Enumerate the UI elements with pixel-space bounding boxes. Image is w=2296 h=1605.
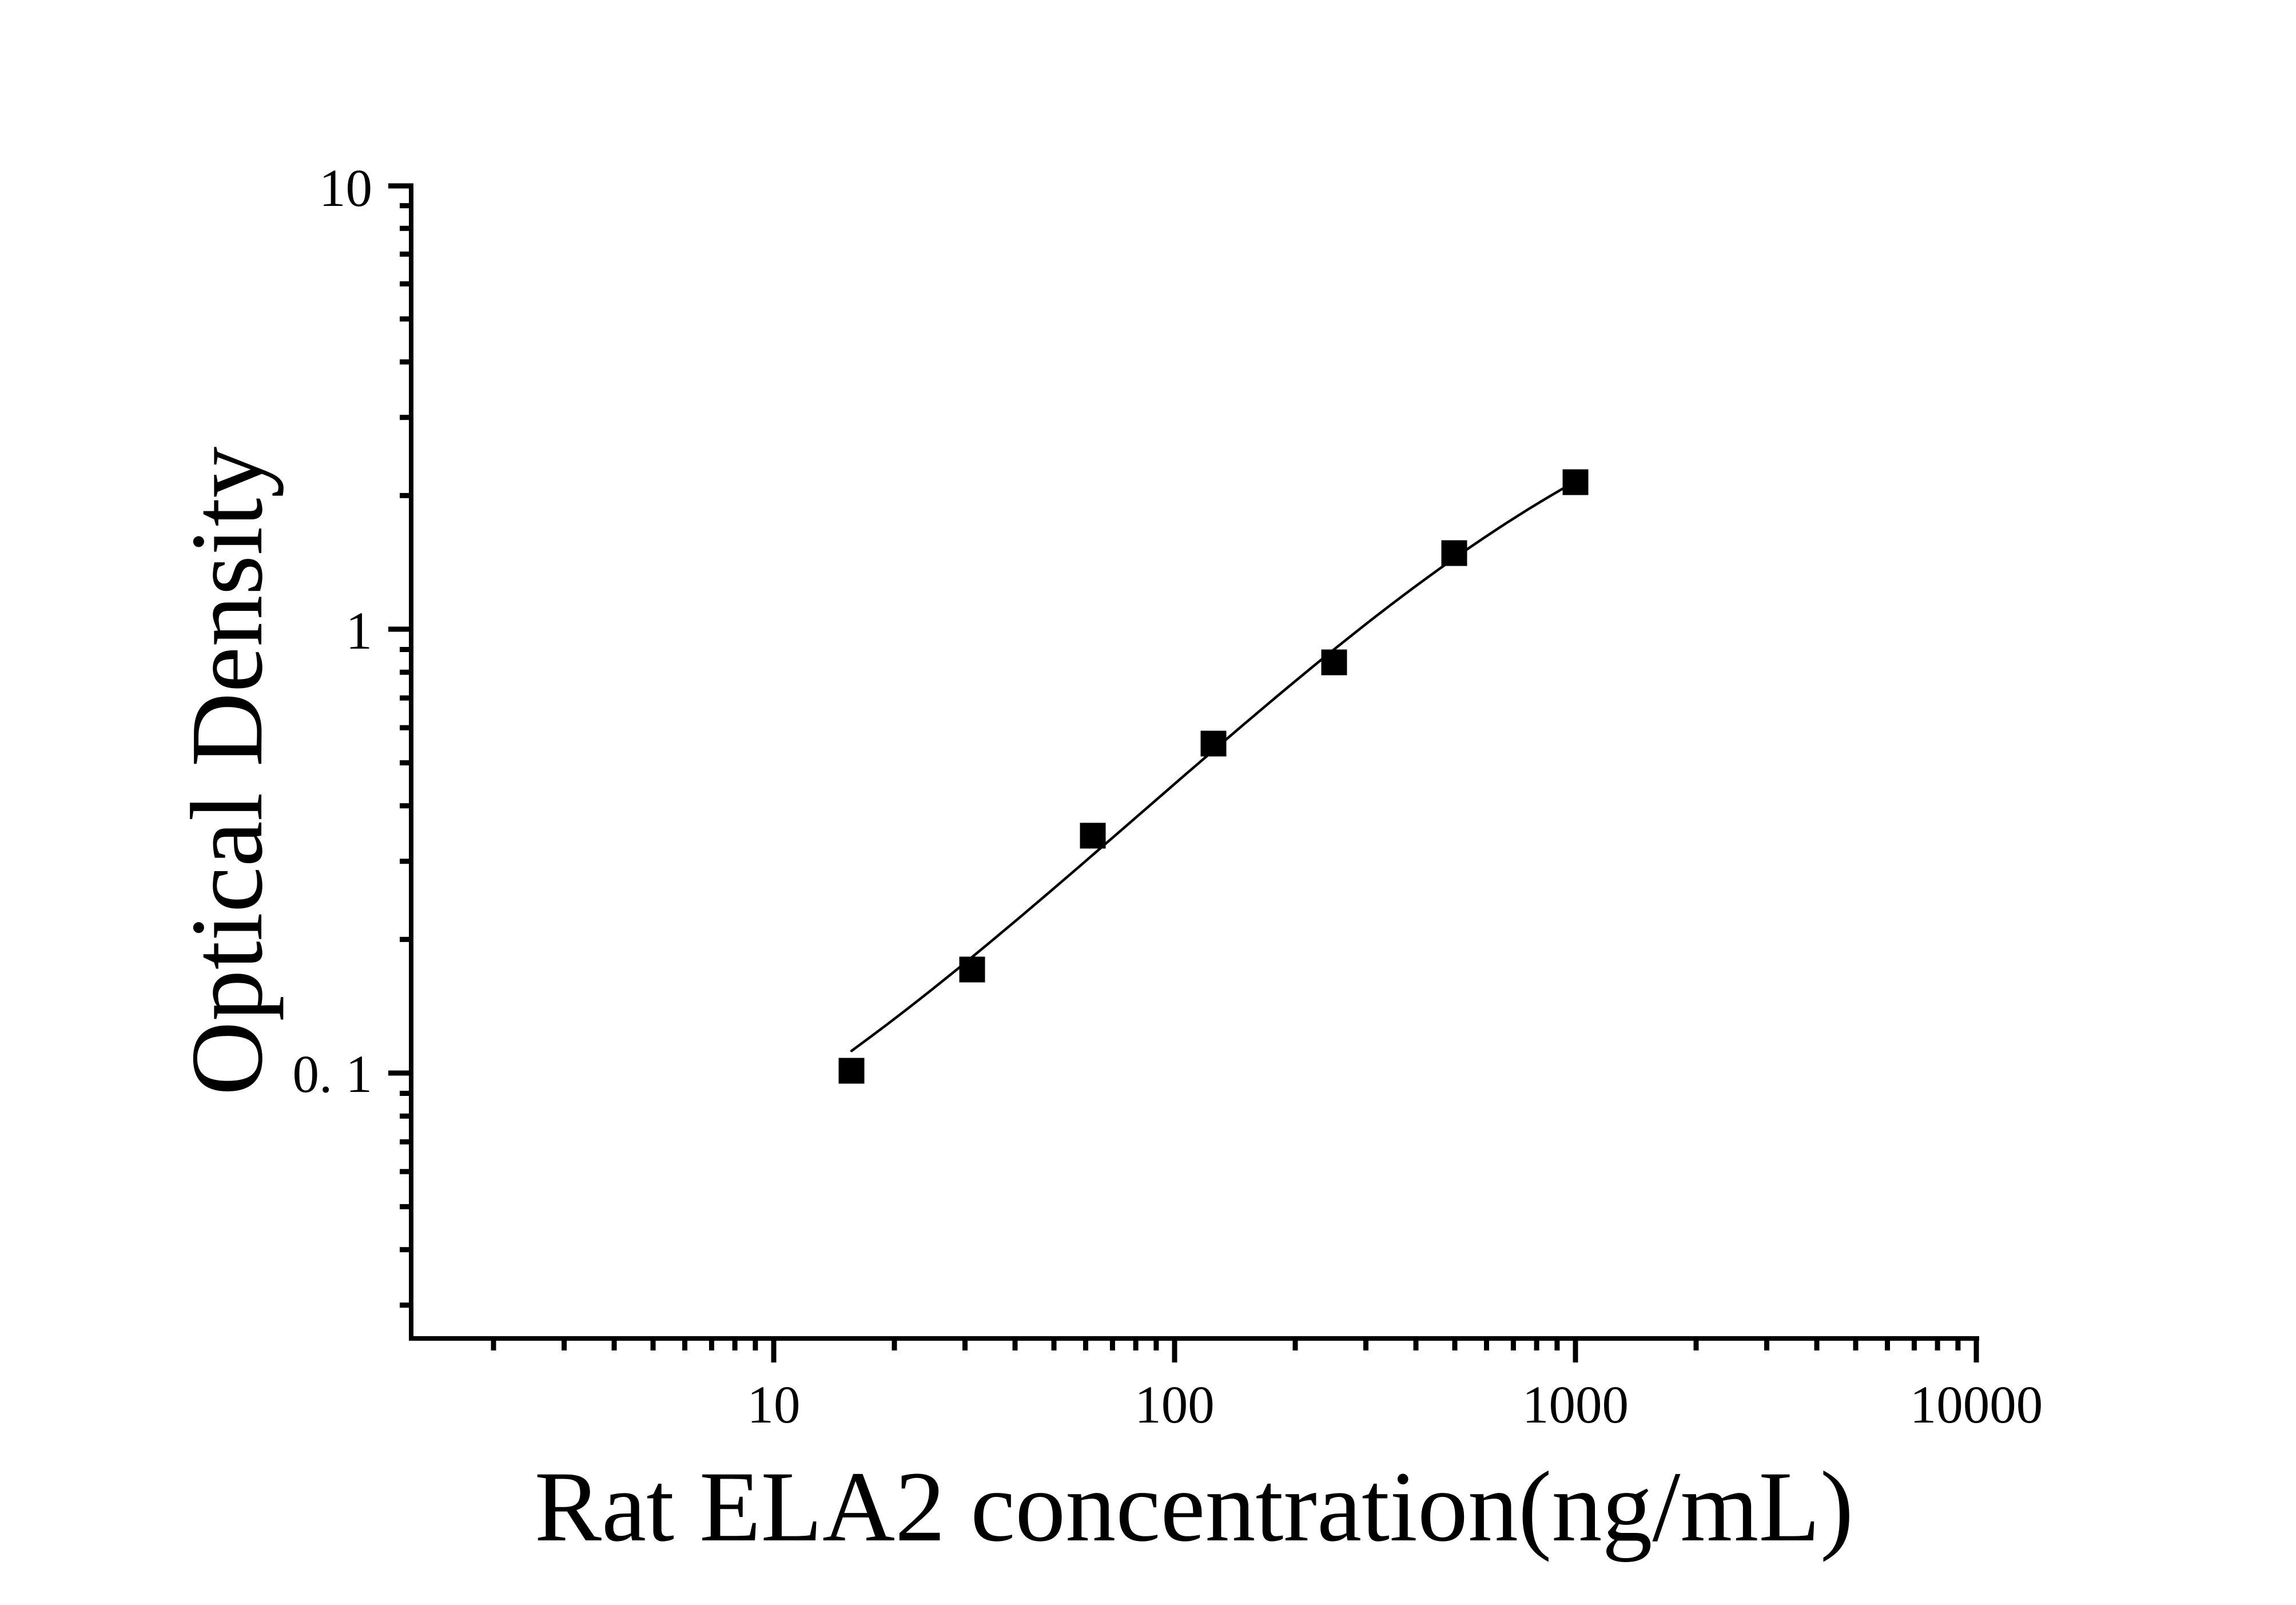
svg-text:Optical Density: Optical Density	[170, 447, 284, 1096]
svg-text:1000: 1000	[1522, 1376, 1629, 1435]
svg-text:10: 10	[747, 1376, 801, 1435]
svg-text:0. 1: 0. 1	[293, 1045, 373, 1104]
svg-text:100: 100	[1135, 1376, 1215, 1435]
svg-text:10000: 10000	[1910, 1376, 2043, 1435]
svg-text:Rat ELA2 concentration(ng/mL): Rat ELA2 concentration(ng/mL)	[535, 1451, 1854, 1563]
svg-text:10: 10	[319, 159, 372, 218]
svg-text:1: 1	[346, 602, 373, 661]
